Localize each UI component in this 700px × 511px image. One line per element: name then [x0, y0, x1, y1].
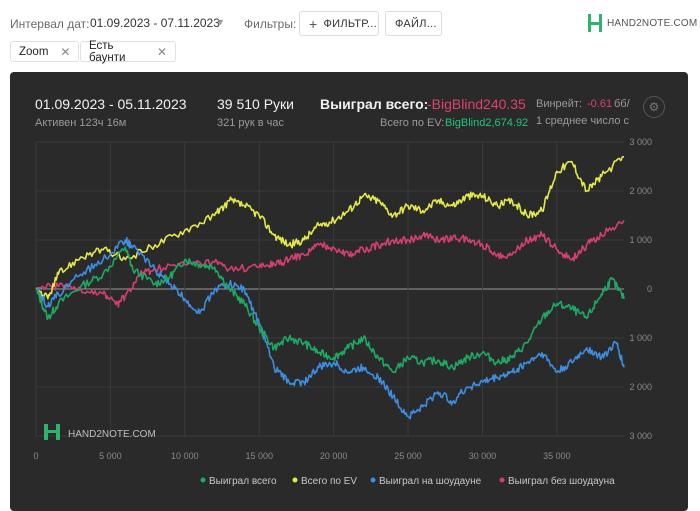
file-button[interactable]: ФАЙЛ... [385, 11, 442, 36]
x-tick-label: 30 000 [469, 451, 497, 461]
average-text: 1 среднее число с [536, 115, 630, 127]
legend-item[interactable]: Выиграл всего [200, 476, 278, 487]
y-tick-label: 2 000 [629, 382, 652, 392]
date-interval-label: Интервал дат: [10, 17, 90, 31]
won-total-label: Выиграл всего: [320, 96, 429, 112]
hand2note-logo: HAND2NOTE.COM [587, 13, 697, 33]
legend-item[interactable]: Выиграл без шоудауна [499, 475, 616, 487]
y-tick-label: 1 000 [629, 333, 652, 343]
file-button-label: ФАЙЛ... [395, 17, 437, 30]
series-line [35, 155, 625, 300]
period-value: 01.09.2023 - 05.11.2023 [35, 96, 187, 112]
x-tick-label: 15 000 [245, 451, 273, 461]
legend-label: Всего по EV [301, 476, 357, 487]
y-tick-label: 3 000 [629, 431, 652, 441]
x-tick-label: 35 000 [543, 451, 571, 461]
filter-bar: Интервал дат: 01.09.2023 - 07.11.2023 ▼ … [0, 0, 700, 40]
ev-value: BigBlind2,674.92 [445, 117, 529, 129]
legend-marker [499, 477, 505, 483]
legend-label: Выиграл всего [209, 476, 277, 487]
y-axis-ticks: 3 000 2 000 1 000 0 1 000 2 000 3 000 [629, 137, 652, 441]
logo-text: HAND2NOTE.COM [607, 17, 698, 29]
plus-icon: + [309, 15, 318, 32]
x-tick-label: 10 000 [171, 451, 199, 461]
x-axis-ticks: 0 5 000 10 000 15 000 20 000 25 000 30 000 35 0… [33, 451, 570, 461]
winrate-value: -0.61 [587, 98, 613, 110]
chevron-down-icon[interactable]: ▼ [216, 17, 225, 27]
legend-marker [200, 477, 206, 483]
won-total-value: -BigBlind240.35 [427, 96, 526, 112]
series-line [35, 236, 625, 420]
chart-watermark: HAND2NOTE.COM [44, 424, 156, 440]
add-filter-button[interactable]: + ФИЛЬТР... [299, 11, 379, 36]
filters-label: Фильтры: [244, 17, 297, 31]
legend-label: Выиграл на шоудауне [379, 476, 482, 487]
chip-label: Есть баунти [89, 39, 126, 64]
graph-panel: 01.09.2023 - 05.11.2023 Активен 123ч 16м… [10, 72, 688, 511]
close-icon[interactable]: ✕ [156, 44, 167, 59]
chip-bounty[interactable]: Есть баунти ✕ [80, 39, 176, 64]
watermark-text: HAND2NOTE.COM [68, 429, 156, 440]
chart-lines [35, 155, 625, 420]
x-tick-label: 25 000 [394, 451, 422, 461]
chip-label: Zoom [19, 45, 49, 58]
series-line [35, 246, 625, 374]
close-icon[interactable]: ✕ [60, 44, 71, 59]
hands-per-hour: 321 рук в час [217, 117, 285, 129]
legend-marker [370, 477, 376, 483]
y-tick-label: 0 [647, 284, 652, 294]
y-tick-label: 2 000 [629, 186, 652, 196]
chip-zoom[interactable]: Zoom ✕ [10, 41, 79, 62]
chart-legend: Выиграл всего Всего по EV Выиграл на шоуда… [200, 475, 616, 487]
y-tick-label: 1 000 [629, 235, 652, 245]
chart-grid [35, 141, 624, 437]
filter-button-label: ФИЛЬТР... [323, 17, 377, 30]
gear-icon[interactable]: ⚙ [643, 96, 665, 118]
ev-label: Всего по EV: [380, 117, 445, 129]
x-tick-label: 20 000 [320, 451, 348, 461]
legend-marker [292, 477, 298, 483]
legend-item[interactable]: Выиграл на шоудауне [370, 476, 482, 487]
x-tick-label: 0 [33, 451, 38, 461]
winrate-label: Винрейт: [536, 98, 583, 110]
legend-item[interactable]: Всего по EV [292, 476, 358, 487]
winrate-unit: бб/ [614, 98, 630, 110]
series-line [35, 219, 625, 308]
active-time: Активен 123ч 16м [35, 117, 127, 129]
date-range-select[interactable]: 01.09.2023 - 07.11.2023 [90, 16, 220, 30]
y-tick-label: 3 000 [629, 137, 652, 147]
hands-count: 39 510 Руки [217, 96, 294, 112]
legend-label: Выиграл без шоудауна [508, 475, 615, 487]
hand2note-logo-icon [588, 14, 602, 32]
x-tick-label: 5 000 [99, 451, 122, 461]
